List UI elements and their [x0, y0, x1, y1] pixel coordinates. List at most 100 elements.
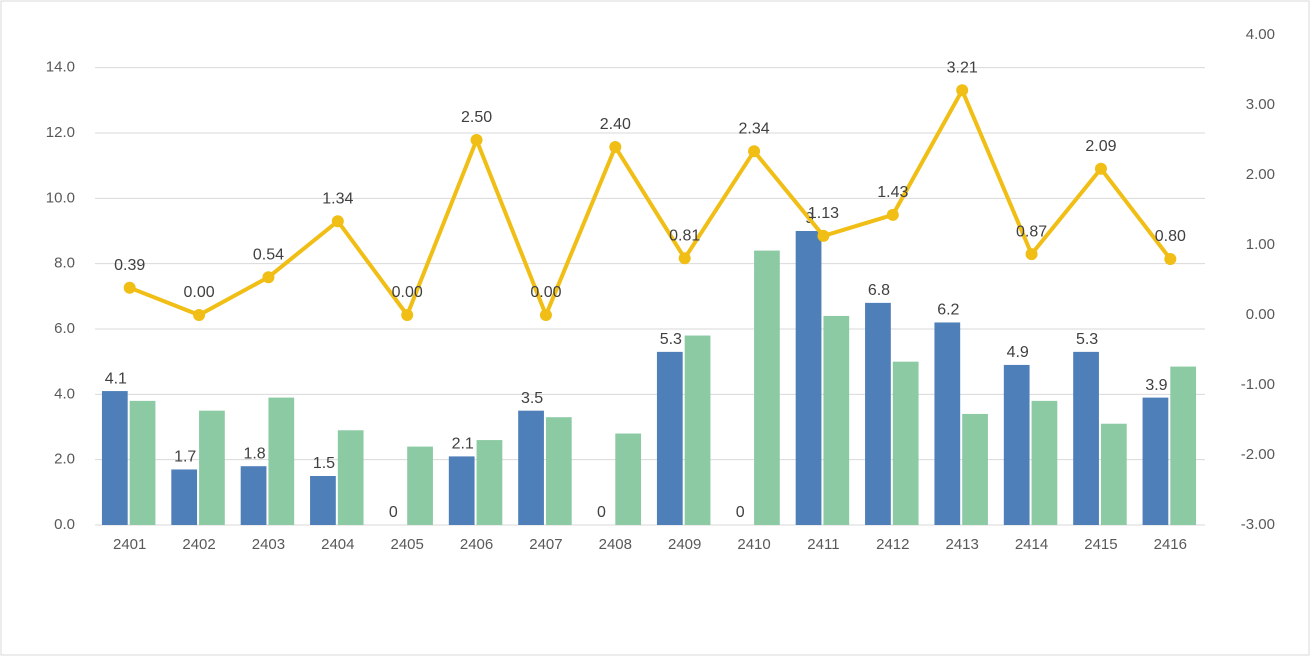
line-value-label: 0.00	[392, 284, 423, 301]
y2-tick-label: 4.00	[1246, 26, 1275, 43]
line-point	[886, 208, 899, 221]
line-value-label: 3.21	[947, 60, 978, 77]
x-tick-label: 2412	[876, 536, 909, 553]
bar-value-label: 4.9	[1007, 344, 1029, 361]
line-value-label: 1.34	[322, 190, 353, 207]
line-point	[401, 309, 414, 321]
bar	[476, 440, 503, 525]
bar	[310, 476, 336, 525]
bar	[823, 315, 850, 525]
bar	[337, 430, 364, 525]
line-value-label: 0.00	[530, 284, 561, 301]
y2-tick-label: 2.00	[1246, 166, 1275, 183]
line-value-label: 0.54	[253, 246, 284, 263]
bar	[615, 433, 642, 525]
x-tick-label: 2402	[182, 536, 215, 553]
y-tick-label: 4.0	[54, 385, 75, 402]
line-point	[817, 229, 830, 242]
y-tick-label: 12.0	[46, 124, 75, 141]
bar-value-label: 1.8	[243, 445, 265, 462]
bar-value-label: 3.9	[1145, 377, 1167, 394]
bar-value-label: 1.7	[174, 449, 196, 466]
line-value-label: 2.40	[600, 116, 631, 133]
bar	[171, 469, 198, 525]
line	[128, 85, 1172, 321]
line-value-label: 0.00	[183, 284, 214, 301]
y-tick-label: 8.0	[54, 255, 75, 272]
line-point	[470, 134, 483, 146]
y2-tick-label: -1.00	[1241, 376, 1275, 393]
y-tick-label: 2.0	[54, 451, 75, 468]
line-point	[1025, 248, 1038, 261]
line-point	[331, 215, 344, 228]
bar	[1142, 397, 1169, 525]
y2-tick-label: 1.00	[1246, 236, 1275, 253]
y-tick-label: 6.0	[54, 320, 75, 337]
y2-tick-label: -2.00	[1241, 446, 1275, 463]
y2-tick-label: -3.00	[1241, 516, 1275, 533]
line-value-label: 1.43	[877, 184, 908, 201]
bar-value-label: 0	[736, 504, 745, 521]
bar-value-label: 1.5	[313, 455, 335, 472]
x-tick-label: 2411	[807, 536, 839, 553]
y2-tick-label: 3.00	[1246, 96, 1275, 113]
bar-value-label: 4.1	[105, 370, 127, 387]
line-point	[1094, 162, 1107, 175]
x-tick-label: 2404	[321, 536, 354, 553]
bar	[268, 397, 295, 525]
bar	[684, 335, 711, 525]
bar-value-label: 6.2	[937, 302, 959, 319]
line-point	[193, 309, 206, 321]
x-tick-label: 2407	[529, 536, 562, 553]
x-tick-label: 2405	[391, 536, 424, 553]
bar	[545, 417, 572, 525]
x-tick-label: 2416	[1154, 536, 1187, 553]
bar	[448, 456, 475, 525]
bar-value-label: 0	[389, 504, 398, 521]
line-value-label: 0.80	[1155, 228, 1186, 245]
line-point	[1164, 253, 1177, 265]
line-point	[539, 309, 552, 321]
bar	[1031, 400, 1058, 525]
x-tick-label: 2414	[1015, 536, 1048, 553]
line-point	[262, 271, 275, 284]
bar	[934, 322, 961, 525]
bar	[892, 361, 919, 525]
line-point	[678, 252, 691, 265]
bar-value-label: 5.3	[1076, 331, 1098, 348]
line-point	[748, 145, 761, 158]
line-value-label: 1.13	[808, 205, 839, 222]
bar	[795, 231, 822, 525]
y-tick-label: 10.0	[46, 189, 75, 206]
bar-value-label: 5.3	[660, 331, 682, 348]
bar	[407, 446, 433, 525]
line-value-label: 2.34	[738, 120, 769, 137]
bar	[1100, 423, 1127, 525]
x-tick-label: 2406	[460, 536, 493, 553]
x-tick-label: 2413	[946, 536, 979, 553]
x-tick-label: 2410	[737, 536, 770, 553]
bar	[1170, 366, 1197, 525]
bar	[101, 391, 128, 525]
bar	[1073, 351, 1099, 525]
line-point	[609, 141, 622, 153]
line-value-label: 2.09	[1085, 138, 1116, 155]
x-tick-label: 2403	[252, 536, 285, 553]
bar	[1003, 364, 1030, 525]
bar	[129, 400, 156, 525]
bar-value-label: 6.8	[868, 282, 890, 299]
y-tick-label: 0.0	[54, 516, 75, 533]
y-tick-label: 14.0	[46, 59, 75, 76]
line-point	[123, 281, 136, 294]
y2-tick-label: 0.00	[1246, 306, 1275, 323]
line-value-label: 0.81	[669, 228, 700, 245]
line-value-label: 2.50	[461, 109, 492, 126]
x-tick-label: 2408	[599, 536, 632, 553]
x-tick-label: 2401	[113, 536, 146, 553]
bar	[199, 410, 225, 525]
bar-value-label: 3.5	[521, 390, 543, 407]
bar	[240, 466, 267, 525]
bar-value-label: 0	[597, 504, 606, 521]
